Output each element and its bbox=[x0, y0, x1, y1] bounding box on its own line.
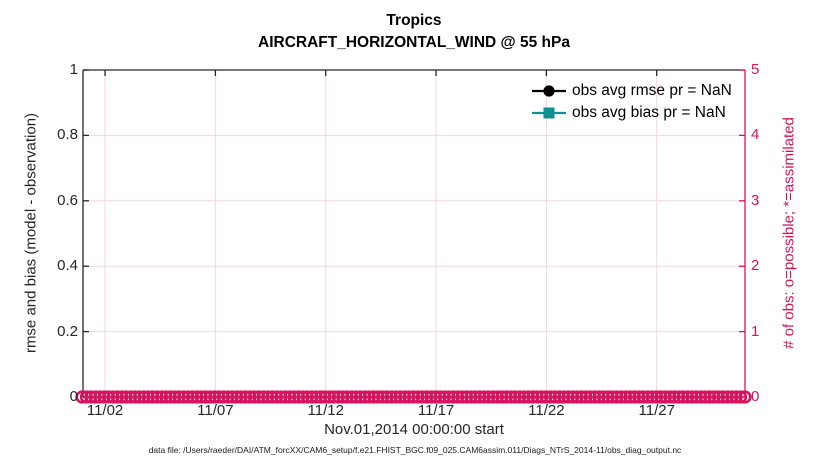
chart-title-region: Tropics AIRCRAFT_HORIZONTAL_WIND @ 55 hP… bbox=[83, 10, 745, 54]
x-tick-label: 11/07 bbox=[197, 402, 234, 419]
y-right-tick-label: 5 bbox=[751, 61, 760, 78]
y-right-tick-label: 0 bbox=[751, 388, 760, 405]
y-left-tick-label: 0.8 bbox=[57, 126, 78, 144]
legend-label-bias: obs avg bias pr = NaN bbox=[572, 104, 726, 121]
x-tick-label: 11/12 bbox=[307, 402, 344, 419]
data-file-caption: data file: /Users/raeder/DAI/ATM_forcXX/… bbox=[148, 445, 682, 455]
y-left-tick-label: 1 bbox=[69, 61, 78, 78]
rmse-line-circle-icon bbox=[532, 85, 566, 97]
y-left-tick-label: 0 bbox=[69, 388, 78, 405]
y-left-tick-label: 0.4 bbox=[57, 257, 78, 275]
y-left-tick-label: 0.2 bbox=[57, 322, 78, 340]
x-tick-label: 11/27 bbox=[638, 402, 675, 419]
chart-subtitle: AIRCRAFT_HORIZONTAL_WIND @ 55 hPa bbox=[258, 34, 570, 51]
legend-label-rmse: obs avg rmse pr = NaN bbox=[572, 82, 732, 99]
y-right-tick-label: 2 bbox=[751, 257, 760, 275]
y-right-tick-label: 3 bbox=[751, 191, 760, 209]
legend: obs avg rmse pr = NaN obs avg bias pr = … bbox=[531, 80, 732, 124]
x-axis-label: Nov.01,2014 00:00:00 start bbox=[324, 421, 504, 438]
legend-item-rmse: obs avg rmse pr = NaN bbox=[531, 80, 732, 102]
x-tick-label: 11/02 bbox=[86, 402, 124, 419]
legend-item-bias: obs avg bias pr = NaN bbox=[531, 102, 732, 124]
x-tick-label: 11/17 bbox=[417, 402, 455, 419]
y-left-tick-label: 0.6 bbox=[57, 191, 78, 209]
x-tick-label: 11/22 bbox=[528, 402, 565, 419]
chart-title: Tropics bbox=[386, 12, 442, 29]
bias-line-square-icon bbox=[532, 107, 566, 119]
y-right-tick-label: 4 bbox=[751, 126, 760, 144]
y-right-tick-label: 1 bbox=[751, 322, 760, 340]
